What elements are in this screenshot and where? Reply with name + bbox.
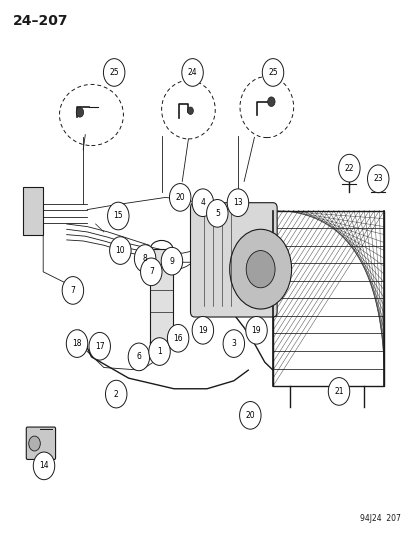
Text: 13: 13 bbox=[233, 198, 242, 207]
Circle shape bbox=[66, 330, 88, 358]
Text: 7: 7 bbox=[70, 286, 75, 295]
Circle shape bbox=[105, 380, 127, 408]
Circle shape bbox=[328, 377, 349, 405]
Text: 18: 18 bbox=[72, 339, 82, 348]
Text: 5: 5 bbox=[214, 209, 219, 218]
Circle shape bbox=[262, 59, 283, 86]
Text: 19: 19 bbox=[251, 326, 261, 335]
Circle shape bbox=[192, 317, 213, 344]
Text: 20: 20 bbox=[245, 411, 254, 420]
Circle shape bbox=[140, 258, 161, 286]
Circle shape bbox=[229, 229, 291, 309]
Text: 6: 6 bbox=[136, 352, 141, 361]
Text: 24–207: 24–207 bbox=[13, 14, 69, 28]
Circle shape bbox=[76, 108, 83, 117]
Circle shape bbox=[169, 183, 190, 211]
Circle shape bbox=[167, 325, 188, 352]
Circle shape bbox=[103, 59, 125, 86]
Circle shape bbox=[109, 237, 131, 264]
Text: 14: 14 bbox=[39, 462, 49, 470]
Text: 94J24  207: 94J24 207 bbox=[359, 514, 400, 523]
Circle shape bbox=[223, 330, 244, 358]
Text: 20: 20 bbox=[175, 193, 185, 202]
Circle shape bbox=[267, 97, 274, 107]
Circle shape bbox=[367, 165, 388, 192]
Circle shape bbox=[187, 107, 193, 115]
Text: 1: 1 bbox=[157, 347, 161, 356]
Text: 23: 23 bbox=[373, 174, 382, 183]
Circle shape bbox=[148, 338, 170, 366]
Text: 22: 22 bbox=[344, 164, 353, 173]
Circle shape bbox=[28, 436, 40, 451]
Text: 19: 19 bbox=[197, 326, 207, 335]
Text: 21: 21 bbox=[333, 387, 343, 396]
Text: 25: 25 bbox=[268, 68, 277, 77]
Circle shape bbox=[227, 189, 248, 216]
Circle shape bbox=[181, 59, 203, 86]
Circle shape bbox=[107, 202, 129, 230]
FancyBboxPatch shape bbox=[190, 203, 276, 317]
Circle shape bbox=[239, 401, 261, 429]
Text: 16: 16 bbox=[173, 334, 183, 343]
Text: 7: 7 bbox=[149, 268, 153, 276]
FancyBboxPatch shape bbox=[26, 427, 55, 459]
Circle shape bbox=[89, 333, 110, 360]
Circle shape bbox=[192, 189, 213, 216]
Text: 8: 8 bbox=[142, 254, 147, 263]
Text: 17: 17 bbox=[95, 342, 104, 351]
Circle shape bbox=[62, 277, 83, 304]
Text: 10: 10 bbox=[115, 246, 125, 255]
Bar bbox=[150, 249, 173, 342]
Bar bbox=[23, 187, 43, 235]
Text: 3: 3 bbox=[231, 339, 236, 348]
Circle shape bbox=[134, 245, 155, 272]
Text: 4: 4 bbox=[200, 198, 205, 207]
Text: 9: 9 bbox=[169, 257, 174, 265]
Text: 15: 15 bbox=[113, 212, 123, 221]
Circle shape bbox=[206, 199, 228, 227]
Circle shape bbox=[245, 317, 267, 344]
Circle shape bbox=[161, 247, 182, 275]
Text: 24: 24 bbox=[187, 68, 197, 77]
Circle shape bbox=[128, 343, 149, 370]
Circle shape bbox=[338, 155, 359, 182]
Text: 2: 2 bbox=[114, 390, 118, 399]
Circle shape bbox=[33, 452, 55, 480]
Text: 25: 25 bbox=[109, 68, 119, 77]
Circle shape bbox=[246, 251, 274, 288]
